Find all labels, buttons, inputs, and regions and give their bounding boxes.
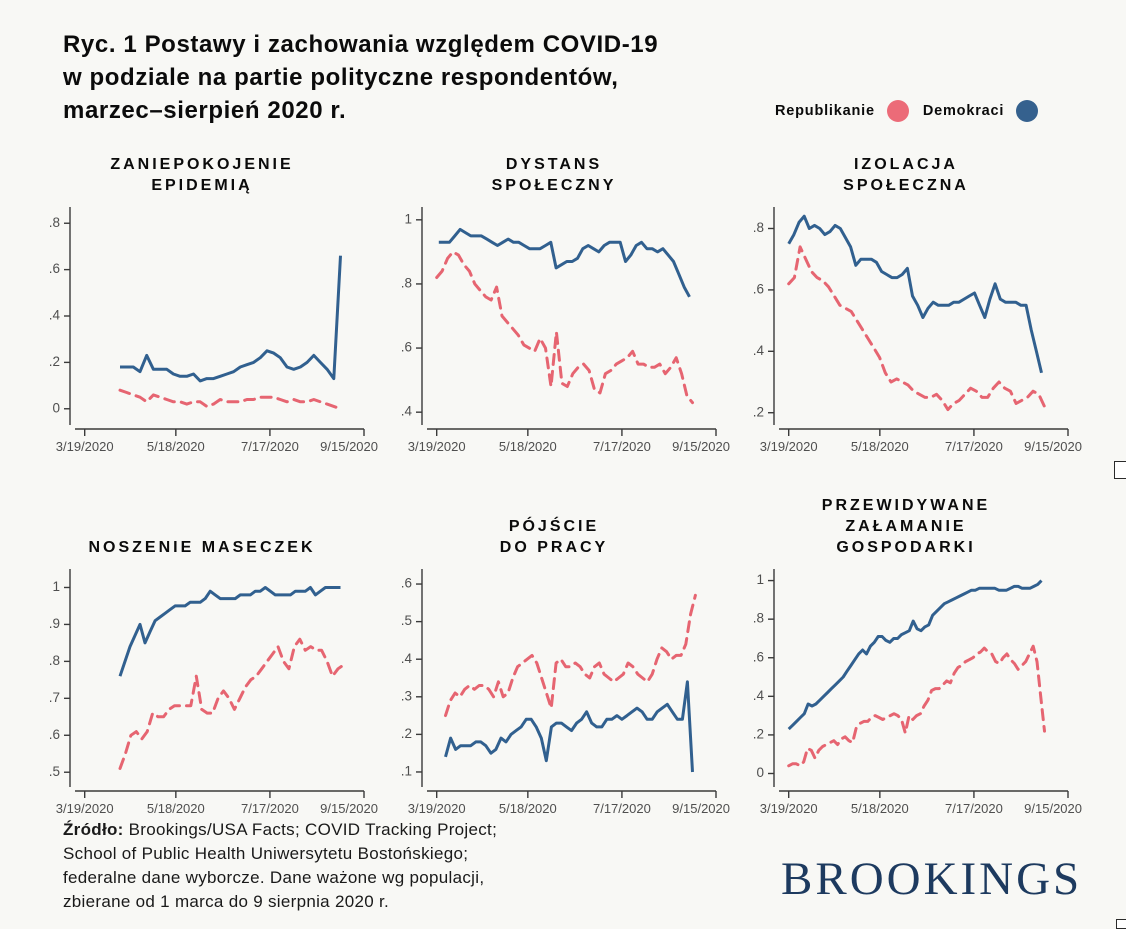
chart-plot-masks: .5 .6 .7 .8 .9 1 3/19/2020 5/18/2020 7/17/2020 9/…	[49, 569, 378, 816]
figure-footer: Źródło: Brookings/USA Facts; COVID Track…	[63, 818, 1103, 914]
svg-text:.1: .1	[401, 764, 412, 779]
svg-text:.6: .6	[49, 727, 60, 742]
legend-label-republicans: Republikanie	[775, 103, 875, 119]
chart-title-work: PÓJŚCIE DO PRACY	[499, 518, 609, 556]
legend: Republikanie Demokraci	[775, 100, 1039, 122]
chart-title-isolation: IZOLACJA SPOŁECZNA	[843, 156, 969, 194]
svg-text:.2: .2	[401, 726, 412, 741]
svg-text:.5: .5	[49, 764, 60, 779]
svg-text:5/18/2020: 5/18/2020	[851, 801, 909, 816]
svg-text:9/15/2020: 9/15/2020	[320, 801, 378, 816]
svg-text:7/17/2020: 7/17/2020	[241, 801, 299, 816]
svg-text:.7: .7	[49, 690, 60, 705]
svg-text:.8: .8	[401, 276, 412, 291]
chart-plot-economy: 0 .2 .4 .6 .8 1 3/19/2020 5/18/2020 7/17/2020 9/1…	[753, 569, 1082, 816]
charts-row-2: NOSZENIE MASECZEK .5 .6 .7 .8 .9 1 3/19/2020 5/…	[26, 497, 1102, 821]
svg-text:0: 0	[756, 765, 764, 780]
svg-text:.5: .5	[401, 613, 412, 628]
svg-text:.9: .9	[49, 616, 60, 631]
chart-economic-collapse: PRZEWIDYWANE ZAŁAMANIE GOSPODARKI 0 .2 .4.…	[730, 497, 1082, 821]
chart-plot-distancing: .4 .6 .8 1 3/19/2020 5/18/2020 7/17/2020 9/15/2…	[401, 207, 730, 454]
svg-text:.6: .6	[401, 576, 412, 591]
chart-title-masks: NOSZENIE MASECZEK	[88, 539, 316, 556]
legend-item-democrats: Demokraci	[922, 100, 1039, 122]
svg-text:9/15/2020: 9/15/2020	[320, 439, 378, 454]
chart-title-economy: PRZEWIDYWANE ZAŁAMANIE GOSPODARKI	[821, 497, 991, 556]
svg-text:9/15/2020: 9/15/2020	[672, 801, 730, 816]
svg-text:.2: .2	[753, 404, 764, 419]
svg-text:5/18/2020: 5/18/2020	[499, 801, 557, 816]
democrat-color-dot	[1016, 100, 1039, 122]
legend-item-republicans: Republikanie	[775, 100, 909, 122]
figure-title: Ryc. 1 Postawy i zachowania względem COV…	[63, 31, 659, 124]
republican-color-dot	[886, 100, 909, 122]
svg-text:5/18/2020: 5/18/2020	[147, 439, 205, 454]
svg-text:9/15/2020: 9/15/2020	[672, 439, 730, 454]
svg-text:7/17/2020: 7/17/2020	[945, 439, 1003, 454]
screen-edge-artifact	[1114, 461, 1126, 479]
svg-text:.6: .6	[753, 649, 764, 664]
svg-text:1: 1	[756, 572, 764, 587]
svg-text:7/17/2020: 7/17/2020	[945, 801, 1003, 816]
figure-header: Ryc. 1 Postawy i zachowania względem COV…	[0, 0, 1126, 127]
svg-text:.8: .8	[49, 653, 60, 668]
svg-text:.8: .8	[753, 220, 764, 235]
legend-label-democrats: Demokraci	[922, 103, 1005, 119]
svg-text:9/15/2020: 9/15/2020	[1024, 439, 1082, 454]
svg-text:.2: .2	[753, 726, 764, 741]
chart-social-distancing: DYSTANS SPOŁECZNY .4 .6 .8 1 3/19/2020 5/18/2…	[378, 141, 730, 459]
svg-text:.4: .4	[753, 688, 765, 703]
svg-text:.6: .6	[753, 281, 764, 296]
svg-text:.6: .6	[49, 261, 60, 276]
source-label: Źródło:	[63, 820, 124, 839]
chart-going-to-work: PÓJŚCIE DO PRACY .1 .2 .3 .4 .5 .6 3/19/2020 5/…	[378, 503, 730, 821]
chart-social-isolation: IZOLACJA SPOŁECZNA .2 .4 .6 .8 3/19/2020 5/18…	[730, 141, 1082, 459]
svg-text:.4: .4	[49, 308, 61, 323]
chart-title-distancing: DYSTANS SPOŁECZNY	[491, 156, 617, 194]
svg-text:.2: .2	[49, 354, 60, 369]
chart-title-concern: ZANIEPOKOJENIE EPIDEMIĄ	[110, 156, 294, 194]
chart-plot-isolation: .2 .4 .6 .8 3/19/2020 5/18/2020 7/17/2020 9/15/…	[753, 207, 1082, 454]
svg-text:7/17/2020: 7/17/2020	[593, 801, 651, 816]
svg-text:1: 1	[404, 211, 412, 226]
svg-text:.4: .4	[753, 343, 765, 358]
svg-text:.8: .8	[753, 611, 764, 626]
svg-text:.4: .4	[401, 404, 413, 419]
svg-text:7/17/2020: 7/17/2020	[593, 439, 651, 454]
source-note: Źródło: Brookings/USA Facts; COVID Track…	[63, 818, 723, 914]
svg-text:9/15/2020: 9/15/2020	[1024, 801, 1082, 816]
chart-mask-wearing: NOSZENIE MASECZEK .5 .6 .7 .8 .9 1 3/19/2020 5/…	[26, 503, 378, 821]
svg-text:5/18/2020: 5/18/2020	[851, 439, 909, 454]
svg-text:.3: .3	[401, 688, 412, 703]
svg-text:.4: .4	[401, 651, 413, 666]
brookings-logo: BROOKINGS	[781, 853, 1083, 905]
svg-text:3/19/2020: 3/19/2020	[56, 801, 114, 816]
svg-text:5/18/2020: 5/18/2020	[147, 801, 205, 816]
svg-text:3/19/2020: 3/19/2020	[408, 801, 466, 816]
chart-plot-concern: 0 .2 .4 .6 .8 3/19/2020 5/18/2020 7/17/2020 9/15…	[49, 207, 378, 454]
chart-plot-work: .1 .2 .3 .4 .5 .6 3/19/2020 5/18/2020 7/17/2020 9…	[401, 569, 730, 816]
svg-text:3/19/2020: 3/19/2020	[408, 439, 466, 454]
svg-text:3/19/2020: 3/19/2020	[56, 439, 114, 454]
svg-text:.8: .8	[49, 215, 60, 230]
svg-text:5/18/2020: 5/18/2020	[499, 439, 557, 454]
svg-text:3/19/2020: 3/19/2020	[760, 801, 818, 816]
svg-text:3/19/2020: 3/19/2020	[760, 439, 818, 454]
charts-row-1: ZANIEPOKOJENIE EPIDEMIĄ 0 .2 .4 .6 .8 3/19/20…	[26, 141, 1102, 459]
chart-concern-epidemic: ZANIEPOKOJENIE EPIDEMIĄ 0 .2 .4 .6 .8 3/19/20…	[26, 141, 378, 459]
svg-text:.6: .6	[401, 340, 412, 355]
source-text: Brookings/USA Facts; COVID Tracking Proj…	[63, 820, 498, 911]
svg-text:1: 1	[52, 579, 60, 594]
svg-text:0: 0	[52, 400, 60, 415]
svg-text:7/17/2020: 7/17/2020	[241, 439, 299, 454]
